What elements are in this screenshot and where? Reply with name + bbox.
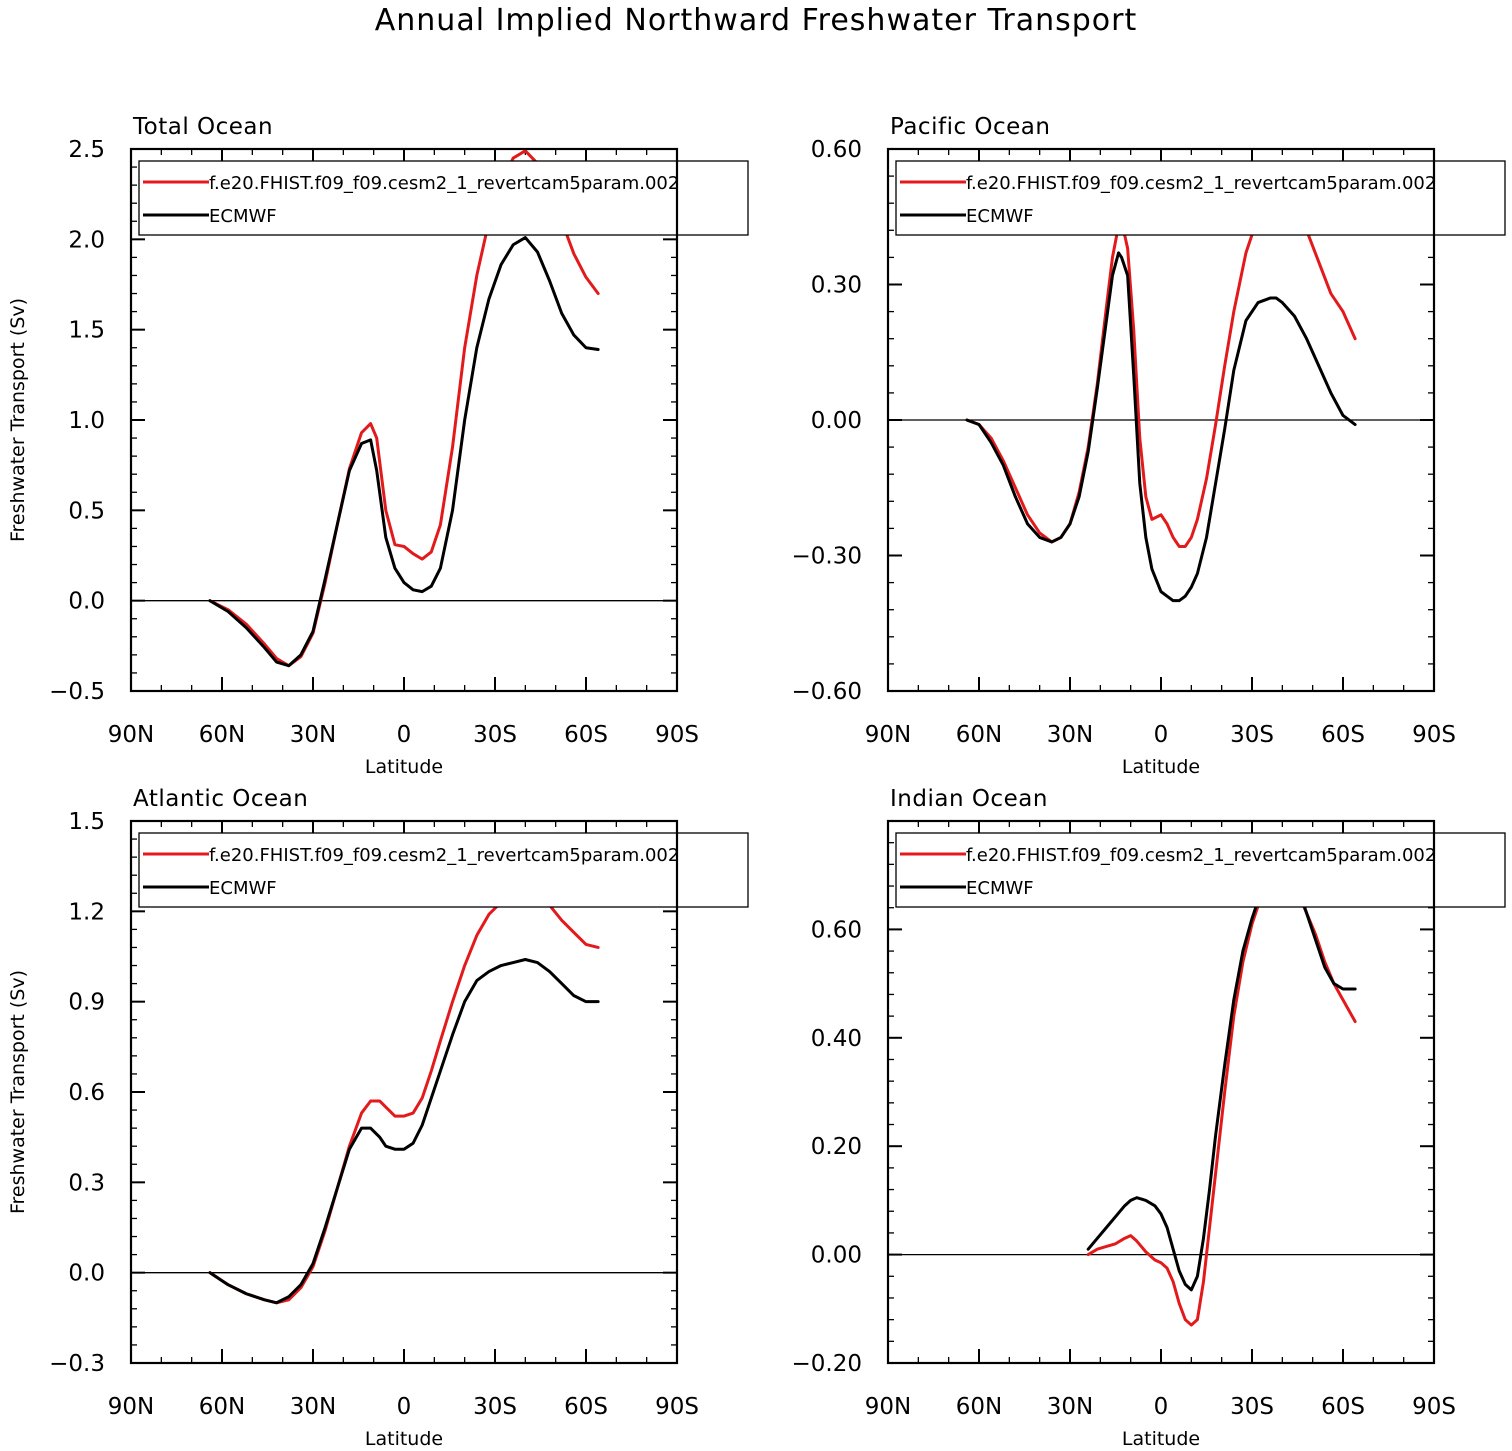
x-tick-label: 30S (473, 1394, 517, 1420)
x-tick-label: 60S (1321, 722, 1365, 748)
series-line-ecmwf (208, 958, 600, 1305)
x-tick-label: 30N (1047, 1394, 1093, 1420)
panel-title: Total Ocean (132, 114, 273, 140)
y-tick-label: 0.9 (68, 990, 105, 1016)
y-tick-label: 0.20 (811, 1134, 862, 1160)
legend-box (138, 832, 749, 908)
y-tick-label: 1.2 (68, 899, 105, 925)
chart-panel-2: Pacific Ocean 90N 60N 30N 0 30S 60S 90S −0.60 −0.… (792, 114, 1506, 778)
legend-label: f.e20.FHIST.f09_f09.cesm2_1_revertcam5pa… (209, 173, 679, 194)
y-tick-label: 1.5 (68, 809, 105, 835)
legend-box (895, 160, 1506, 236)
plot-frame (129, 147, 679, 693)
x-axis-label: Latitude (1122, 1428, 1200, 1450)
y-tick-label: 0.00 (811, 1243, 862, 1269)
legend-box (895, 832, 1506, 908)
y-tick-label: 0.40 (811, 1026, 862, 1052)
chart-panel-1: Total Ocean 90N 60N 30N 0 30S 60S 90S −0.5 0.0 0.5… (7, 114, 749, 778)
panel-title: Pacific Ocean (890, 114, 1050, 140)
y-tick-label: 0.3 (68, 1170, 105, 1196)
x-tick-label: 90N (865, 722, 911, 748)
legend: f.e20.FHIST.f09_f09.cesm2_1_revertcam5pa… (138, 160, 749, 236)
x-tick-label: 90S (655, 722, 699, 748)
y-tick-label: 0.30 (811, 273, 862, 299)
legend-label: f.e20.FHIST.f09_f09.cesm2_1_revertcam5pa… (966, 845, 1436, 866)
x-tick-label: 90S (1412, 1394, 1456, 1420)
x-tick-label: 30N (1047, 722, 1093, 748)
y-tick-label: 0.0 (68, 589, 105, 615)
y-axis-label: Freshwater Transport (Sv) (7, 298, 29, 542)
x-tick-label: 90S (655, 1394, 699, 1420)
panel-title: Atlantic Ocean (133, 786, 308, 812)
x-tick-label: 90N (865, 1394, 911, 1420)
x-tick-label: 30S (1230, 1394, 1274, 1420)
legend-label: f.e20.FHIST.f09_f09.cesm2_1_revertcam5pa… (966, 173, 1436, 194)
main-title: Annual Implied Northward Freshwater Tran… (375, 3, 1137, 38)
chart-panel-4: Indian Ocean 90N 60N 30N 0 30S 60S 90S −0.20 0.00… (792, 786, 1506, 1450)
series-line-ecmwf (208, 236, 600, 668)
x-tick-label: 60N (956, 722, 1002, 748)
y-tick-label: 0.60 (811, 137, 862, 163)
legend: f.e20.FHIST.f09_f09.cesm2_1_revertcam5pa… (138, 832, 749, 908)
series-line-model (965, 188, 1357, 548)
plot-frame (886, 147, 1436, 693)
x-axis-label: Latitude (1122, 756, 1200, 778)
y-tick-label: 0.0 (68, 1261, 105, 1287)
plot-frame (886, 819, 1436, 1365)
series-line-ecmwf (965, 251, 1357, 603)
legend-label: ECMWF (966, 878, 1034, 899)
x-tick-label: 60N (199, 722, 245, 748)
x-tick-label: 60S (1321, 1394, 1365, 1420)
x-tick-label: 30S (473, 722, 517, 748)
y-tick-label: 1.0 (68, 408, 105, 434)
plot-frame (129, 819, 679, 1365)
x-tick-label: 60N (956, 1394, 1002, 1420)
y-tick-label: 2.0 (68, 227, 105, 253)
legend: f.e20.FHIST.f09_f09.cesm2_1_revertcam5pa… (895, 160, 1506, 236)
x-axis-label: Latitude (365, 1428, 443, 1450)
legend-label: f.e20.FHIST.f09_f09.cesm2_1_revertcam5pa… (209, 845, 679, 866)
x-tick-label: 30N (290, 1394, 336, 1420)
y-tick-label: 0.5 (68, 498, 105, 524)
y-tick-label: 0.00 (811, 408, 862, 434)
y-tick-label: 0.60 (811, 917, 862, 943)
x-tick-label: 0 (397, 1394, 412, 1420)
legend-box (138, 160, 749, 236)
y-tick-label: −0.5 (49, 679, 105, 705)
legend-label: ECMWF (966, 206, 1034, 227)
x-tick-label: 60S (564, 1394, 608, 1420)
x-tick-label: 0 (1154, 722, 1169, 748)
x-tick-label: 90N (108, 722, 154, 748)
x-tick-label: 60N (199, 1394, 245, 1420)
y-tick-label: 2.5 (68, 137, 105, 163)
y-tick-label: 1.5 (68, 318, 105, 344)
y-tick-label: −0.60 (792, 679, 862, 705)
y-tick-label: −0.3 (49, 1351, 105, 1377)
series-line-model (208, 888, 600, 1305)
x-tick-label: 30N (290, 722, 336, 748)
x-tick-label: 90N (108, 1394, 154, 1420)
legend-label: ECMWF (209, 878, 277, 899)
panel-title: Indian Ocean (890, 786, 1048, 812)
chart-panel-3: Atlantic Ocean 90N 60N 30N 0 30S 60S 90S −0.3 0.0… (7, 786, 749, 1450)
x-axis-label: Latitude (365, 756, 443, 778)
x-tick-label: 60S (564, 722, 608, 748)
x-tick-label: 30S (1230, 722, 1274, 748)
legend-label: ECMWF (209, 206, 277, 227)
legend: f.e20.FHIST.f09_f09.cesm2_1_revertcam5pa… (895, 832, 1506, 908)
x-tick-label: 0 (397, 722, 412, 748)
y-axis-label: Freshwater Transport (Sv) (7, 970, 29, 1214)
x-tick-label: 90S (1412, 722, 1456, 748)
y-tick-label: −0.30 (792, 544, 862, 570)
y-tick-label: −0.20 (792, 1351, 862, 1377)
y-tick-label: 0.6 (68, 1080, 105, 1106)
x-tick-label: 0 (1154, 1394, 1169, 1420)
